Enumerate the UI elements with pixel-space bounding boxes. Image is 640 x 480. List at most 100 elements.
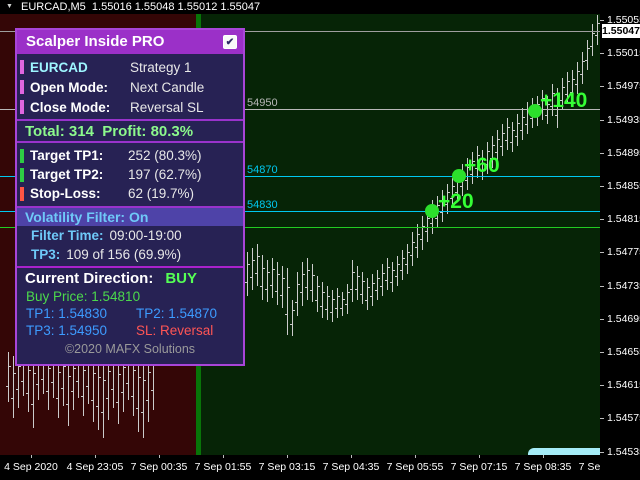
price-axis-label: 1.55055 [607, 14, 640, 26]
profit-label: +140 [540, 89, 587, 112]
row-accent-icon [20, 80, 24, 94]
profit-label: +20 [438, 190, 474, 213]
price-axis-label: 1.54735 [607, 279, 640, 292]
time-axis-label: 7 Sep 01:55 [194, 461, 252, 473]
price-axis-tick [600, 119, 604, 121]
time-axis-label: 4 Sep 23:05 [66, 461, 124, 473]
target-tp2-row: Target TP2: 197 (62.7%) [17, 165, 243, 184]
time-axis-label: 7 Sep 00:35 [130, 461, 188, 473]
filter-time-value: 09:00-19:00 [109, 228, 182, 243]
session-zone-right [201, 14, 600, 455]
chart-title: EURCAD,M5 1.55016 1.55048 1.55012 1.5504… [21, 0, 260, 14]
trade-entry-dot [425, 204, 439, 218]
row-accent-icon [20, 167, 24, 182]
tp1-level: TP1: 1.54830 [26, 306, 108, 321]
ohlc-values: 1.55016 1.55048 1.55012 1.55047 [91, 1, 261, 13]
price-axis-tick [600, 20, 604, 21]
symbol-strategy-row: EURCAD Strategy 1 [17, 57, 243, 77]
close-mode-label: Close Mode: [30, 99, 111, 115]
price-axis-tick [600, 285, 604, 287]
price-axis-label: 1.54975 [607, 80, 640, 93]
tp2-level: TP2: 1.54870 [136, 306, 218, 321]
row-accent-icon [20, 148, 24, 163]
profit-label: +60 [464, 154, 500, 177]
price-axis-label: 1.54775 [607, 246, 640, 259]
price-axis-tick [600, 385, 604, 387]
price-axis-label: 1.54655 [607, 346, 640, 358]
time-axis-tick [95, 455, 96, 458]
total-profit-row: Total: 314 Profit: 80.3% [17, 119, 243, 143]
price-axis-label: 1.55015 [607, 47, 640, 60]
copyright-text: ©2020 MAFX Solutions [64, 342, 196, 356]
strategy-value: Strategy 1 [130, 59, 192, 75]
row-accent-icon [20, 100, 24, 114]
direction-label: Current Direction: [25, 269, 154, 287]
symbol-label: EURCAD [30, 59, 88, 75]
tp3-level: TP3: 1.54950 [26, 323, 108, 338]
open-mode-value: Next Candle [130, 79, 205, 95]
tp-levels-row-1: TP1: 1.54830 TP2: 1.54870 [17, 305, 243, 322]
price-axis-tick [600, 418, 604, 420]
time-axis-tick [223, 455, 224, 458]
tp2-label: Target TP2: [30, 167, 104, 182]
price-axis-tick [600, 53, 604, 55]
tp3-count-row: TP3: 109 of 156 (69.9%) [17, 245, 243, 264]
sl-mode: SL: Reversal [136, 323, 214, 338]
price-axis-label: 1.54695 [607, 312, 640, 325]
close-mode-value: Reversal SL [130, 99, 204, 115]
tp3-count-label: TP3: [31, 247, 61, 262]
tp2-stat: 197 (62.7%) [128, 167, 202, 182]
row-accent-icon [20, 186, 24, 201]
price-axis-label: 1.54855 [607, 180, 640, 192]
price-axis-tick [600, 252, 604, 254]
time-axis-label: 7 Sep 05:55 [386, 461, 444, 473]
open-mode-row: Open Mode: Next Candle [17, 77, 243, 97]
price-axis-label: 1.54615 [607, 379, 640, 392]
filter-time-label: Filter Time: [31, 228, 104, 243]
price-axis-tick [600, 152, 604, 154]
price-axis-tick [600, 352, 604, 353]
target-tp1-row: Target TP1: 252 (80.3%) [17, 146, 243, 165]
price-axis-label: 1.54535 [607, 445, 640, 458]
progress-bar [528, 448, 600, 455]
scalper-panel: Scalper Inside PRO ✔ EURCAD Strategy 1 O… [15, 28, 245, 366]
close-mode-row: Close Mode: Reversal SL [17, 97, 243, 117]
filter-time-row: Filter Time: 09:00-19:00 [17, 226, 243, 245]
current-direction-row: Current Direction: BUY [17, 266, 243, 288]
level-line-label: 54950 [247, 97, 278, 109]
volatility-filter-header: Volatility Filter: On [17, 206, 243, 226]
chart-dropdown-icon[interactable]: ▼ [6, 3, 13, 10]
panel-title: Scalper Inside PRO [26, 33, 165, 50]
time-axis-label: 4 Sep 2020 [4, 461, 58, 473]
time-axis-label: 7 Sep 07:15 [450, 461, 508, 473]
level-line-label: 54870 [247, 164, 278, 176]
price-axis-label: 1.54895 [607, 146, 640, 159]
time-axis-tick [479, 455, 480, 458]
price-axis-label: 1.54935 [607, 113, 640, 126]
sl-label: Stop-Loss: [30, 186, 101, 201]
level-line-label: 54830 [247, 199, 278, 211]
time-axis-label: 7 Sep 04:35 [322, 461, 380, 473]
trade-entry-dot [528, 104, 542, 118]
panel-enabled-checkbox[interactable]: ✔ [223, 35, 237, 49]
price-axis[interactable]: 1.55047 1.55055 1.55015 1.54975 1.54935 1.54… [600, 0, 640, 480]
panel-header: Scalper Inside PRO ✔ [17, 30, 243, 54]
time-axis-tick [31, 455, 32, 458]
chart-titlebar: ▼ EURCAD,M5 1.55016 1.55048 1.55012 1.55… [0, 0, 640, 14]
price-axis-label: 1.54815 [607, 213, 640, 226]
current-price-box: 1.55047 [602, 24, 640, 38]
symbol-period: EURCAD,M5 [21, 1, 86, 13]
price-axis-tick [600, 186, 604, 187]
time-axis[interactable]: 4 Sep 2020 4 Sep 23:05 7 Sep 00:35 7 Sep 01… [0, 455, 635, 480]
tp1-label: Target TP1: [30, 148, 104, 163]
tp1-stat: 252 (80.3%) [128, 148, 202, 163]
time-axis-label: 7 Sep 08:35 [514, 461, 572, 473]
tp3-count-value: 109 of 156 (69.9%) [66, 247, 182, 262]
price-axis-label: 1.54575 [607, 412, 640, 425]
open-mode-label: Open Mode: [30, 79, 108, 95]
time-axis-tick [543, 455, 544, 458]
time-axis-tick [351, 455, 352, 458]
price-axis-tick [600, 451, 604, 453]
buy-price-row: Buy Price: 1.54810 [26, 289, 141, 304]
